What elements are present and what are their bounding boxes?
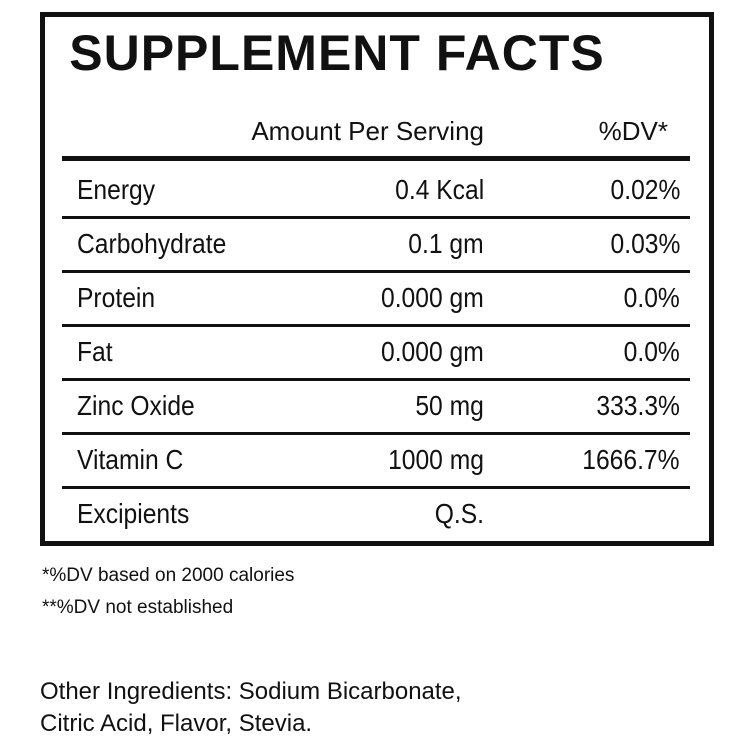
daily-value: 0.0% — [623, 336, 680, 367]
daily-value: 333.3% — [596, 390, 680, 421]
row-rule — [62, 378, 690, 381]
amount: 0.1 gm — [408, 228, 484, 259]
column-header: Amount Per Serving — [251, 116, 484, 146]
footnote: *%DV based on 2000 calories — [42, 565, 295, 586]
daily-value: 0.03% — [610, 228, 680, 259]
daily-value: 0.0% — [623, 282, 680, 313]
nutrient-name: Protein — [77, 282, 156, 313]
row-rule — [62, 216, 690, 219]
row-rule — [62, 486, 690, 489]
nutrient-name: Carbohydrate — [77, 228, 227, 259]
amount: Q.S. — [434, 498, 484, 529]
facts-panel — [40, 12, 714, 546]
amount: 0.000 gm — [381, 282, 484, 313]
other-ingredients: Citric Acid, Flavor, Stevia. — [40, 710, 313, 737]
nutrient-name: Fat — [77, 336, 113, 367]
daily-value: 0.02% — [610, 174, 680, 205]
nutrient-name: Vitamin C — [77, 444, 184, 475]
row-rule — [62, 324, 690, 327]
daily-value: 1666.7% — [582, 444, 680, 475]
nutrient-name: Zinc Oxide — [77, 390, 195, 421]
amount: 0.000 gm — [381, 336, 484, 367]
amount: 50 mg — [415, 390, 484, 421]
column-header: %DV* — [598, 116, 668, 146]
title: SUPPLEMENT FACTS — [69, 25, 605, 81]
footnote: **%DV not established — [42, 597, 234, 618]
other-ingredients: Other Ingredients: Sodium Bicarbonate, — [40, 678, 462, 705]
row-rule — [62, 270, 690, 273]
header-rule — [62, 156, 690, 161]
nutrient-name: Energy — [77, 174, 156, 205]
amount: 0.4 Kcal — [394, 174, 484, 205]
row-rule — [62, 432, 690, 435]
nutrient-name: Excipients — [77, 498, 190, 529]
amount: 1000 mg — [388, 444, 484, 475]
